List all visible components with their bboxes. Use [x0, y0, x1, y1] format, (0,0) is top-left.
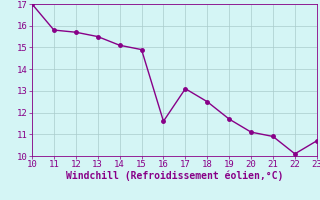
- X-axis label: Windchill (Refroidissement éolien,°C): Windchill (Refroidissement éolien,°C): [66, 171, 283, 181]
